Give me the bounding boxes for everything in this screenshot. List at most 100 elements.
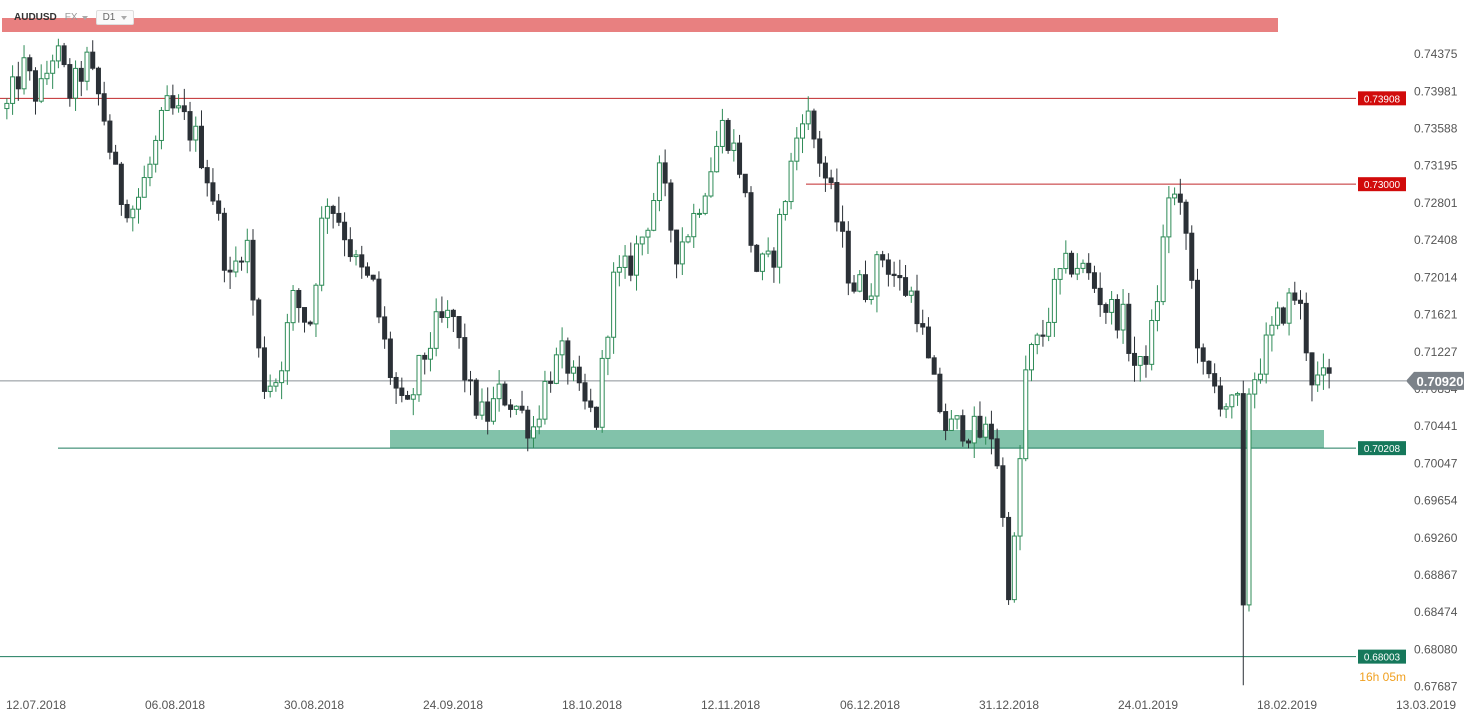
candle (302, 307, 308, 333)
candle-body (273, 382, 279, 387)
candle (868, 283, 874, 305)
level-label: 0.70208 (1364, 444, 1401, 455)
candle (1034, 332, 1040, 355)
candle (422, 352, 428, 375)
candle-body (908, 290, 914, 296)
candle-body (794, 137, 800, 162)
candle (1160, 224, 1166, 306)
candle (530, 416, 536, 448)
candle (817, 130, 823, 177)
candle-body (1257, 373, 1263, 381)
candle (1069, 250, 1075, 278)
candle (427, 332, 433, 372)
candle-body (319, 217, 325, 286)
candle (862, 260, 868, 303)
candle-body (342, 221, 348, 241)
candle-body (221, 212, 227, 271)
candle (1103, 302, 1109, 324)
y-tick-label: 0.73981 (1414, 84, 1458, 98)
candle (634, 235, 640, 291)
candle (32, 67, 38, 115)
candle (714, 130, 720, 173)
candle (1149, 309, 1155, 371)
candle (136, 188, 142, 224)
candle (1154, 285, 1160, 332)
candle-body (347, 239, 353, 258)
candle-body (519, 405, 525, 411)
candle-countdown: 16h 05m (1359, 670, 1406, 684)
candle-body (261, 347, 267, 392)
candle (239, 256, 245, 271)
candle-body (439, 311, 445, 318)
y-axis: 0.74375 0.73981 0.73588 0.73195 0.72801 0.724… (1414, 47, 1458, 693)
candle-body (1149, 320, 1155, 365)
candle-body (107, 120, 113, 153)
candle (628, 242, 634, 282)
candle (330, 204, 336, 229)
candle (914, 274, 920, 333)
candle (147, 156, 153, 187)
candle-body (553, 354, 559, 384)
candle-body (719, 119, 725, 147)
candle (273, 378, 279, 392)
candle (582, 373, 588, 410)
candle (1194, 268, 1200, 364)
candle (605, 335, 611, 376)
candle (777, 208, 783, 284)
candle (948, 409, 954, 431)
candle (445, 300, 451, 329)
y-tick-label: 0.69260 (1414, 531, 1458, 545)
candle (834, 168, 840, 232)
market-label: FX (64, 12, 78, 23)
candle (805, 96, 811, 131)
candle-body (971, 415, 977, 444)
candle-body (239, 260, 245, 263)
x-tick-label: 30.08.2018 (284, 698, 344, 712)
candle-body (845, 230, 851, 284)
timeframe-selector[interactable]: D1 (95, 10, 135, 25)
x-tick-label: 13.03.2019 (1396, 698, 1456, 712)
candle-body (822, 162, 828, 179)
candle-body (948, 418, 954, 431)
candle (1011, 532, 1017, 603)
candle-body (158, 109, 164, 141)
candle-body (216, 200, 222, 214)
candle (674, 229, 680, 279)
candle-body (897, 275, 903, 279)
candle-body (4, 102, 10, 110)
candle-body (61, 45, 67, 66)
candle (656, 155, 662, 212)
candle-body (920, 323, 926, 328)
market-selector[interactable]: FX (65, 12, 88, 23)
candle (731, 129, 737, 162)
y-tick-label: 0.67687 (1414, 680, 1458, 694)
candle-body (1154, 301, 1160, 322)
candle (1172, 187, 1178, 206)
candle-body (1023, 369, 1029, 460)
candle-body (1194, 279, 1200, 349)
candle (897, 259, 903, 291)
y-tick-label: 0.69654 (1414, 494, 1458, 508)
candle-body (15, 76, 21, 90)
candle (1206, 360, 1212, 379)
candle-body (966, 440, 972, 444)
candle-body (1017, 458, 1023, 537)
candle (988, 410, 994, 455)
candle-body (210, 182, 216, 202)
candle-body (862, 274, 868, 301)
candle-body (1246, 393, 1252, 606)
candle (1309, 352, 1315, 402)
candle-body (84, 51, 90, 82)
candle (725, 118, 731, 154)
candle-body (525, 409, 531, 439)
candle (1183, 199, 1189, 250)
candle (1275, 301, 1281, 330)
candle (141, 165, 147, 198)
candle-body (1229, 394, 1235, 408)
y-tick-label: 0.70441 (1414, 419, 1458, 433)
candle-body (622, 255, 628, 268)
candle (456, 316, 462, 349)
candle (113, 144, 119, 165)
candle (1046, 307, 1052, 342)
